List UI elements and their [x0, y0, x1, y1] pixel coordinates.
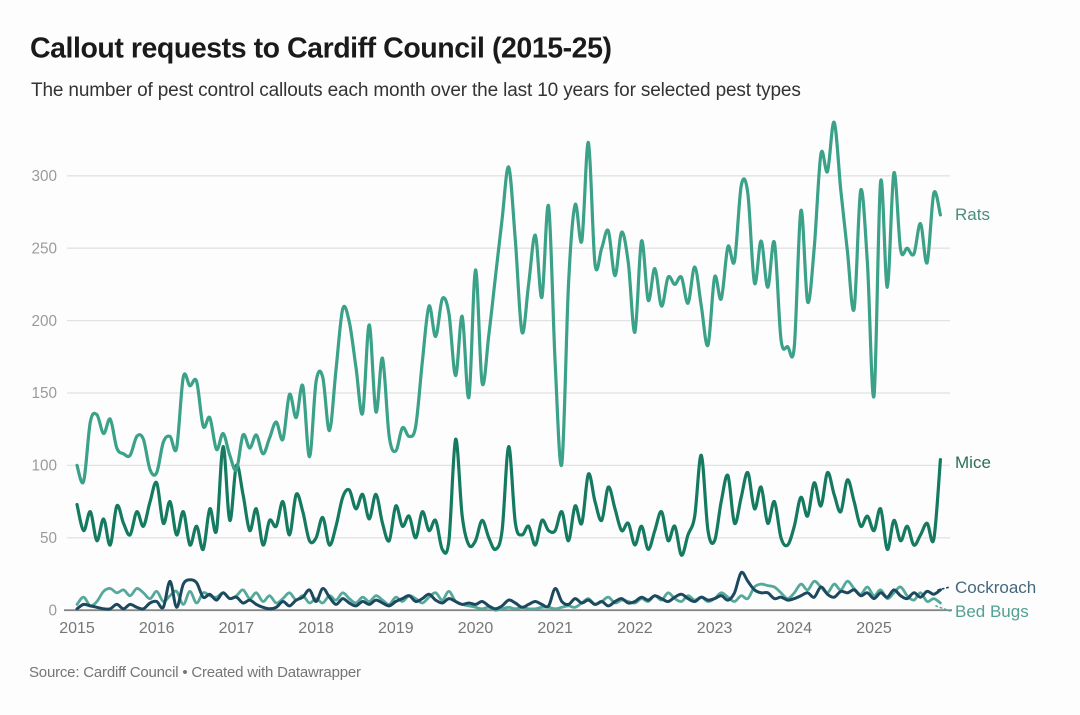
- svg-text:2017: 2017: [219, 620, 255, 637]
- svg-text:The number of pest control cal: The number of pest control callouts each…: [31, 80, 801, 101]
- svg-text:2020: 2020: [458, 620, 494, 637]
- svg-text:Mice: Mice: [955, 453, 991, 472]
- svg-text:Callout requests to Cardiff Co: Callout requests to Cardiff Council (201…: [30, 33, 612, 65]
- svg-text:Bed Bugs: Bed Bugs: [955, 602, 1029, 621]
- svg-text:250: 250: [31, 240, 57, 257]
- svg-text:Rats: Rats: [955, 205, 990, 224]
- svg-text:2015: 2015: [59, 620, 95, 637]
- svg-text:2025: 2025: [856, 620, 892, 637]
- svg-text:300: 300: [31, 168, 57, 185]
- svg-text:Cockroach: Cockroach: [955, 578, 1036, 597]
- svg-text:100: 100: [31, 458, 57, 475]
- svg-text:2024: 2024: [777, 620, 813, 637]
- svg-text:2023: 2023: [697, 620, 733, 637]
- svg-text:150: 150: [31, 385, 57, 402]
- svg-text:2022: 2022: [617, 620, 653, 637]
- svg-text:50: 50: [40, 530, 57, 547]
- svg-text:2016: 2016: [139, 620, 175, 637]
- svg-text:2019: 2019: [378, 620, 414, 637]
- svg-text:2021: 2021: [537, 620, 573, 637]
- svg-text:200: 200: [31, 313, 57, 330]
- svg-text:Source: Cardiff Council • Crea: Source: Cardiff Council • Created with D…: [29, 664, 361, 681]
- svg-text:0: 0: [48, 602, 57, 619]
- svg-text:2018: 2018: [298, 620, 334, 637]
